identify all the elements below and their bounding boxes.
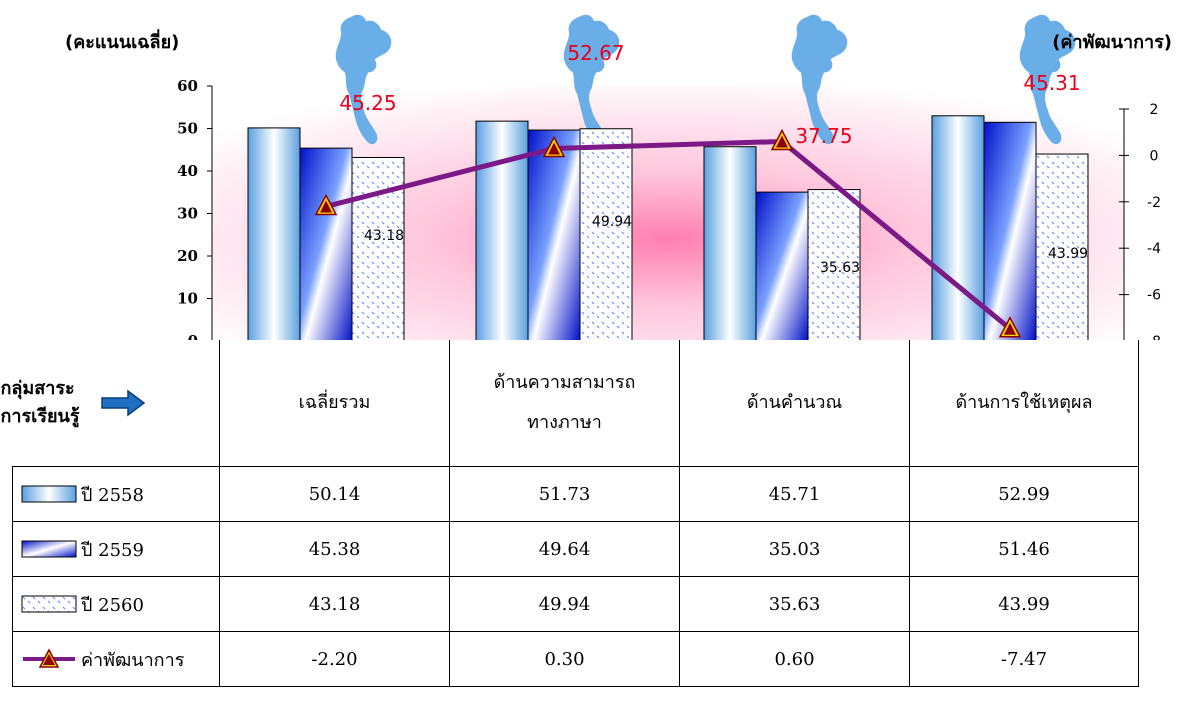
legend-swatch-2560 <box>21 595 77 613</box>
legend-swatch-line <box>23 648 75 668</box>
bar-ปี-2559 <box>755 191 809 340</box>
left-tick-label: 20 <box>177 247 198 265</box>
data-labels: 45.25 52.67 37.75 45.31 43.18 49.94 35.63 43.99 <box>339 41 1088 276</box>
table-cell: 49.64 <box>449 521 680 577</box>
data-table: กลุ่มสาระ การเรียนรู้ เฉลี่ยรวม ด้านความ… <box>1 340 1139 687</box>
map-value-label: 45.25 <box>339 91 396 115</box>
legend-label: ค่าพัฒนาการ <box>81 649 185 671</box>
category-header: ด้านคำนวณ <box>679 340 910 467</box>
legend-label: ปี 2558 <box>81 484 144 506</box>
category-label-line: เฉลี่ยรวม <box>298 392 371 413</box>
bar-value-label: 43.18 <box>364 228 404 244</box>
bar-value-label: 43.99 <box>1048 246 1088 262</box>
right-tick-label: 0 <box>1150 148 1159 164</box>
table-cell: 35.03 <box>679 521 910 577</box>
table-cell: 49.94 <box>449 576 680 632</box>
bar-ปี-2559 <box>983 121 1037 340</box>
map-value-label: 52.67 <box>567 41 624 65</box>
table-cell: 35.63 <box>679 576 910 632</box>
bar-ปี-2558 <box>703 146 757 340</box>
line-marker-inner <box>548 142 560 155</box>
bar-ปี-2560 <box>579 128 633 340</box>
axis-ticks: 0 10 20 30 40 50 60 -8 -6 -4 -2 0 2 <box>177 77 1161 340</box>
category-label-line: ด้านการใช้เหตุผล <box>955 392 1093 413</box>
bar-ปี-2558 <box>247 127 301 340</box>
right-tick-label: 2 <box>1150 102 1159 118</box>
left-tick-label: 60 <box>177 77 198 95</box>
table-cell: -7.47 <box>909 631 1139 687</box>
table-cell: 0.60 <box>679 631 910 687</box>
table-cell: 43.99 <box>909 576 1139 632</box>
bar-ปี-2560 <box>351 156 405 340</box>
table-cell: 52.99 <box>909 466 1139 522</box>
legend-label: ปี 2559 <box>81 539 144 561</box>
bar-ปี-2558 <box>475 120 529 340</box>
table-header-row: กลุ่มสาระ การเรียนรู้ เฉลี่ยรวม ด้านความ… <box>1 340 1139 467</box>
right-tick-label: -4 <box>1147 241 1161 257</box>
left-tick-label: 40 <box>177 162 198 180</box>
corner-label-line2: การเรียนรู้ <box>0 406 80 427</box>
corner-label-line1: กลุ่มสาระ <box>0 378 75 399</box>
series-legend-cell: ปี 2558 <box>12 466 220 522</box>
development-line <box>314 128 1022 338</box>
right-tick-label: -6 <box>1147 288 1161 304</box>
bar-value-label: 35.63 <box>820 260 860 276</box>
series-legend-cell: ปี 2560 <box>12 576 220 632</box>
map-value-label: 37.75 <box>795 124 852 148</box>
left-axis-title: (คะแนนเฉลี่ย) <box>65 29 179 53</box>
series-legend-cell: ค่าพัฒนาการ <box>12 631 220 687</box>
table-cell: 45.71 <box>679 466 910 522</box>
right-axis-title: (ค่าพัฒนาการ) <box>1052 32 1172 53</box>
legend-swatch-2558 <box>21 485 77 503</box>
corner-label: กลุ่มสาระ การเรียนรู้ <box>1 375 80 431</box>
chart: 0102030405060-8-6-4-202 45.2552.6737.754… <box>65 14 1172 340</box>
table-cell: 51.46 <box>909 521 1139 577</box>
line-marker-inner <box>1004 322 1016 335</box>
left-tick-label: 50 <box>177 120 198 138</box>
category-header: เฉลี่ยรวม <box>219 340 450 467</box>
left-tick-label: 10 <box>177 290 198 308</box>
line-path <box>325 138 1012 331</box>
right-tick-label: -8 <box>1147 334 1161 340</box>
table-row: ค่าพัฒนาการ -2.20 0.30 0.60 -7.47 <box>12 631 1139 687</box>
legend-swatch-2559 <box>21 540 77 558</box>
left-tick-label: 30 <box>177 205 198 223</box>
bar-ปี-2558 <box>931 115 985 340</box>
bar-value-label: 49.94 <box>592 214 632 230</box>
map-value-label: 45.31 <box>1023 71 1080 95</box>
table-cell: 0.30 <box>449 631 680 687</box>
category-label-line: ด้านคำนวณ <box>746 392 843 413</box>
corner-cell: กลุ่มสาระ การเรียนรู้ <box>1 340 220 467</box>
table-row: ปี 2559 45.38 49.64 35.03 51.46 <box>12 521 1139 577</box>
table-row: ปี 2560 43.18 49.94 35.63 43.99 <box>12 576 1139 632</box>
bar-ปี-2559 <box>299 147 353 340</box>
table-cell: 51.73 <box>449 466 680 522</box>
table-cell: 50.14 <box>219 466 450 522</box>
table-cell: 45.38 <box>219 521 450 577</box>
table-cell: -2.20 <box>219 631 450 687</box>
bar-ปี-2560 <box>807 189 861 340</box>
line-marker-inner <box>320 200 332 213</box>
category-header: ด้านความสามารถทางภาษา <box>449 340 680 467</box>
line-marker-inner <box>776 135 788 148</box>
bar-ปี-2559 <box>527 129 581 340</box>
table-row: ปี 2558 50.14 51.73 45.71 52.99 <box>12 466 1139 522</box>
bar-ปี-2560 <box>1035 153 1089 340</box>
category-label-line: ทางภาษา <box>527 412 602 433</box>
arrow-right-icon <box>100 389 145 417</box>
left-tick-label: 0 <box>188 332 198 340</box>
table-cell: 43.18 <box>219 576 450 632</box>
series-legend-cell: ปี 2559 <box>12 521 220 577</box>
right-tick-label: -2 <box>1147 195 1161 211</box>
bars <box>247 115 1089 340</box>
category-label-line: ด้านความสามารถ <box>493 372 636 393</box>
category-header: ด้านการใช้เหตุผล <box>909 340 1139 467</box>
legend-label: ปี 2560 <box>81 594 144 616</box>
